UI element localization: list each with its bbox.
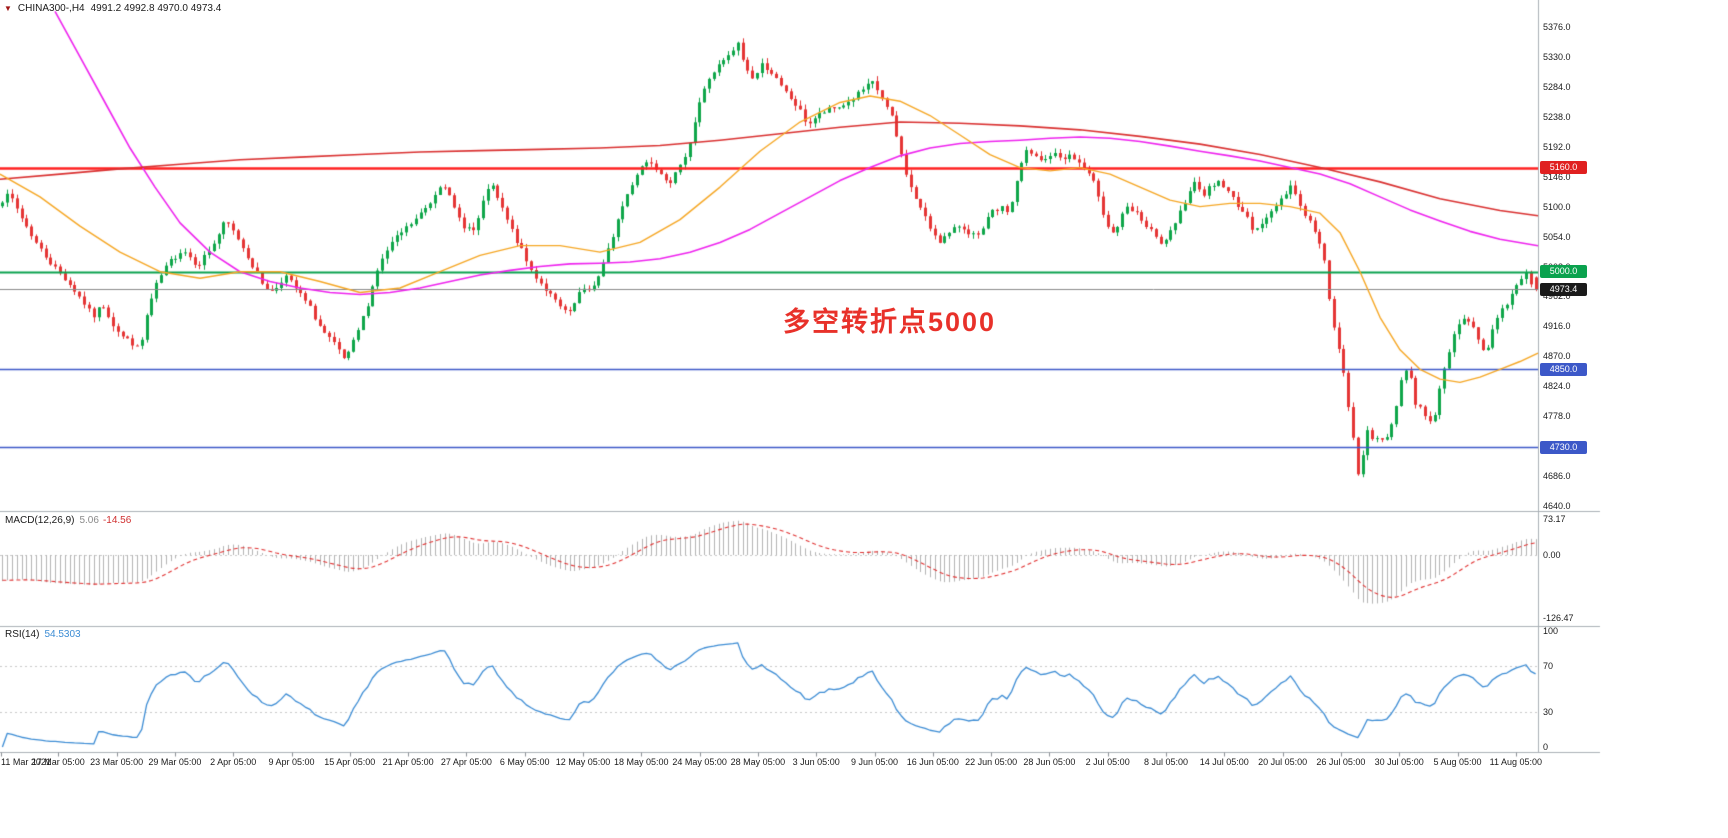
- time-axis-label: 3 Jun 05:00: [792, 757, 840, 767]
- time-axis-label: 24 May 05:00: [672, 757, 727, 767]
- macd-main-value: 5.06: [79, 515, 99, 526]
- price-axis-label: 4962.0: [1543, 291, 1571, 302]
- time-axis-label: 9 Apr 05:00: [268, 757, 315, 767]
- rsi-name: RSI(14): [5, 629, 40, 640]
- price-level-badge-current-price: 4973.4: [1540, 282, 1587, 296]
- time-axis-label: 11 Aug 05:00: [1489, 757, 1542, 767]
- time-axis-label: 2 Jul 05:00: [1085, 757, 1130, 767]
- price-axis-label: 4778.0: [1543, 411, 1571, 422]
- price-axis-label: 4870.0: [1543, 351, 1571, 362]
- time-axis-label: 18 May 05:00: [614, 757, 669, 767]
- chart-annotation-text: 多空转折点5000: [783, 307, 997, 337]
- price-axis-label: 4824.0: [1543, 381, 1571, 392]
- macd-axis-label: -126.47: [1543, 613, 1574, 623]
- price-axis-label: 5376.0: [1543, 22, 1571, 32]
- time-axis-label: 21 Apr 05:00: [382, 757, 434, 767]
- price-level-badge-support-4850: 4850.0: [1540, 362, 1587, 376]
- rsi-value: 54.5303: [44, 629, 81, 640]
- time-axis-label: 26 Jul 05:00: [1316, 757, 1366, 767]
- price-axis-label: 5054.0: [1543, 231, 1571, 242]
- time-axis-label: 9 Jun 05:00: [850, 757, 899, 767]
- time-axis-label: 23 Mar 05:00: [90, 757, 144, 767]
- time-axis-label: 5 Aug 05:00: [1433, 757, 1482, 767]
- macd-axis-label: 73.17: [1543, 513, 1566, 524]
- price-level-badge-support-4730: 4730.0: [1540, 440, 1587, 454]
- price-axis-label: 5238.0: [1543, 111, 1571, 122]
- time-axis-label: 28 May 05:00: [730, 757, 786, 767]
- time-axis-label: 30 Jul 05:00: [1374, 757, 1424, 767]
- price-axis-label: 4686.0: [1543, 471, 1571, 482]
- rsi-axis-label: 0: [1543, 742, 1549, 752]
- price-axis-label: 5192.0: [1543, 141, 1571, 152]
- price-axis-label: 5284.0: [1543, 81, 1571, 92]
- time-axis-label: 14 Jul 05:00: [1199, 757, 1249, 767]
- time-axis-label: 28 Jun 05:00: [1023, 757, 1076, 767]
- time-axis-label: 27 Apr 05:00: [440, 757, 492, 767]
- rsi-axis-label: 70: [1543, 660, 1554, 671]
- price-axis-label: 5330.0: [1543, 51, 1571, 62]
- time-axis-label: 12 May 05:00: [555, 757, 611, 767]
- time-axis-label: 22 Jun 05:00: [965, 757, 1018, 767]
- price-axis-label: 4916.0: [1543, 321, 1571, 332]
- chart-symbol-icon: ▼: [4, 3, 12, 13]
- time-axis-label: 16 Jun 05:00: [906, 757, 959, 767]
- time-axis-label: 2 Apr 05:00: [210, 757, 257, 767]
- price-level-badge-pivot-5000: 5000.0: [1540, 265, 1587, 279]
- time-axis-label: 8 Jul 05:00: [1143, 757, 1189, 767]
- time-axis-label: 6 May 05:00: [499, 757, 550, 767]
- rsi-axis-label: 100: [1543, 626, 1559, 636]
- macd-signal-value: -14.56: [102, 515, 132, 526]
- time-axis-label: 11 Mar 2021: [1, 757, 51, 767]
- price-level-badge-resistance-5160: 5160.0: [1540, 161, 1587, 175]
- price-axis-label: 5146.0: [1543, 171, 1571, 182]
- price-axis-label: 5100.0: [1543, 201, 1571, 212]
- time-axis-label: 29 Mar 05:00: [148, 757, 202, 767]
- chart-header: ▼ CHINA300-,H4 4991.2 4992.8 4970.0 4973…: [4, 3, 221, 14]
- macd-indicator-label: MACD(12,26,9) 5.06 -14.56: [5, 515, 131, 526]
- macd-name: MACD(12,26,9): [5, 515, 75, 526]
- rsi-indicator-label: RSI(14) 54.5303: [5, 629, 81, 640]
- time-axis-label: 20 Jul 05:00: [1258, 757, 1308, 767]
- rsi-axis-label: 30: [1543, 707, 1554, 718]
- time-axis-label: 15 Apr 05:00: [324, 757, 376, 767]
- chart-ohlc-values: 4991.2 4992.8 4970.0 4973.4: [90, 3, 222, 14]
- chart-symbol-label: CHINA300-,H4: [17, 3, 85, 14]
- price-axis-label: 4640.0: [1543, 501, 1571, 511]
- macd-axis-label: 0.00: [1543, 550, 1561, 560]
- time-axis-label: 17 Mar 05:00: [31, 757, 85, 767]
